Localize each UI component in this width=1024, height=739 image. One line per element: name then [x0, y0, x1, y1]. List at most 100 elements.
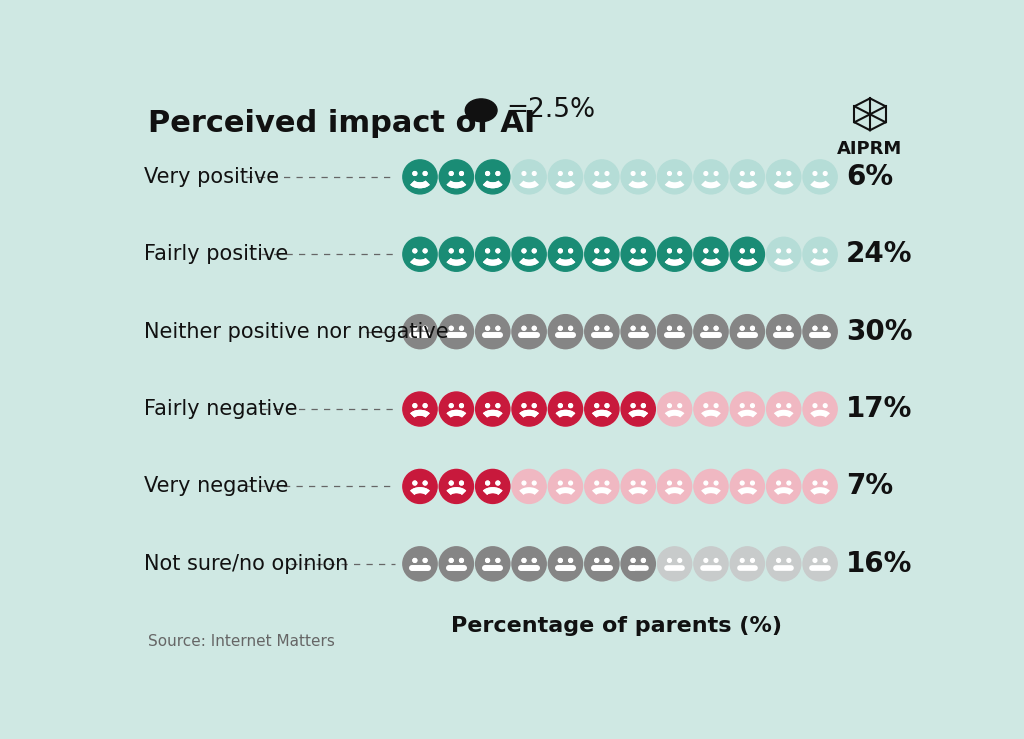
Ellipse shape: [714, 327, 718, 330]
Ellipse shape: [605, 403, 609, 407]
Ellipse shape: [641, 327, 645, 330]
Text: 30%: 30%: [846, 318, 912, 346]
Ellipse shape: [714, 249, 718, 253]
Ellipse shape: [460, 403, 464, 407]
Ellipse shape: [522, 249, 526, 253]
Ellipse shape: [787, 481, 791, 485]
Text: Fairly positive: Fairly positive: [143, 245, 288, 265]
Ellipse shape: [668, 481, 672, 485]
Ellipse shape: [668, 249, 672, 253]
Ellipse shape: [776, 559, 780, 562]
Ellipse shape: [558, 171, 562, 175]
Ellipse shape: [450, 403, 453, 407]
Ellipse shape: [475, 160, 510, 194]
Ellipse shape: [823, 327, 827, 330]
Ellipse shape: [585, 469, 618, 503]
Ellipse shape: [439, 315, 473, 349]
Text: Source: Internet Matters: Source: Internet Matters: [147, 634, 335, 649]
Ellipse shape: [439, 315, 473, 349]
Text: Very negative: Very negative: [143, 477, 288, 497]
Ellipse shape: [423, 249, 427, 253]
Ellipse shape: [460, 171, 464, 175]
Ellipse shape: [595, 249, 599, 253]
Ellipse shape: [714, 249, 718, 253]
Ellipse shape: [450, 559, 453, 562]
Ellipse shape: [522, 403, 526, 407]
Ellipse shape: [641, 249, 645, 253]
Ellipse shape: [631, 403, 635, 407]
Ellipse shape: [776, 327, 780, 330]
Ellipse shape: [622, 392, 655, 426]
Ellipse shape: [413, 249, 417, 253]
Ellipse shape: [450, 249, 453, 253]
Ellipse shape: [512, 392, 546, 426]
Text: 6%: 6%: [846, 163, 893, 191]
Ellipse shape: [595, 327, 599, 330]
Ellipse shape: [631, 481, 635, 485]
Ellipse shape: [740, 327, 744, 330]
Ellipse shape: [568, 171, 572, 175]
Ellipse shape: [423, 327, 427, 330]
Ellipse shape: [767, 315, 801, 349]
Ellipse shape: [714, 403, 718, 407]
Ellipse shape: [549, 469, 583, 503]
Ellipse shape: [413, 171, 417, 175]
Ellipse shape: [450, 559, 453, 562]
Ellipse shape: [439, 547, 473, 581]
Ellipse shape: [813, 481, 817, 485]
Ellipse shape: [512, 469, 546, 503]
Ellipse shape: [402, 547, 437, 581]
Ellipse shape: [549, 392, 583, 426]
Ellipse shape: [402, 315, 437, 349]
Ellipse shape: [703, 171, 708, 175]
Ellipse shape: [549, 160, 583, 194]
Ellipse shape: [595, 249, 599, 253]
Ellipse shape: [522, 559, 526, 562]
Ellipse shape: [402, 160, 437, 194]
Ellipse shape: [568, 481, 572, 485]
Ellipse shape: [475, 315, 510, 349]
Ellipse shape: [703, 481, 708, 485]
Ellipse shape: [740, 481, 744, 485]
Ellipse shape: [813, 403, 817, 407]
Ellipse shape: [668, 171, 672, 175]
Ellipse shape: [694, 160, 728, 194]
Ellipse shape: [402, 392, 437, 426]
Ellipse shape: [678, 481, 682, 485]
Ellipse shape: [657, 237, 691, 271]
Ellipse shape: [460, 171, 464, 175]
Text: Fairly negative: Fairly negative: [143, 399, 297, 419]
Ellipse shape: [568, 249, 572, 253]
Ellipse shape: [714, 559, 718, 562]
Ellipse shape: [402, 160, 437, 194]
Text: Percentage of parents (%): Percentage of parents (%): [451, 616, 781, 636]
Text: 16%: 16%: [846, 550, 912, 578]
Ellipse shape: [439, 469, 473, 503]
Ellipse shape: [678, 403, 682, 407]
Ellipse shape: [641, 559, 645, 562]
Ellipse shape: [767, 469, 801, 503]
Ellipse shape: [512, 315, 546, 349]
Ellipse shape: [496, 403, 500, 407]
Ellipse shape: [450, 171, 453, 175]
Ellipse shape: [622, 547, 655, 581]
Ellipse shape: [751, 327, 755, 330]
Ellipse shape: [641, 559, 645, 562]
Ellipse shape: [496, 559, 500, 562]
Ellipse shape: [512, 237, 546, 271]
Ellipse shape: [413, 249, 417, 253]
Ellipse shape: [496, 559, 500, 562]
Ellipse shape: [813, 559, 817, 562]
Ellipse shape: [823, 171, 827, 175]
Ellipse shape: [767, 160, 801, 194]
Ellipse shape: [475, 547, 510, 581]
Ellipse shape: [668, 559, 672, 562]
Ellipse shape: [439, 160, 473, 194]
Ellipse shape: [631, 559, 635, 562]
Ellipse shape: [622, 547, 655, 581]
Ellipse shape: [694, 315, 728, 349]
Ellipse shape: [668, 249, 672, 253]
Ellipse shape: [413, 171, 417, 175]
Ellipse shape: [402, 237, 437, 271]
Ellipse shape: [402, 469, 437, 503]
